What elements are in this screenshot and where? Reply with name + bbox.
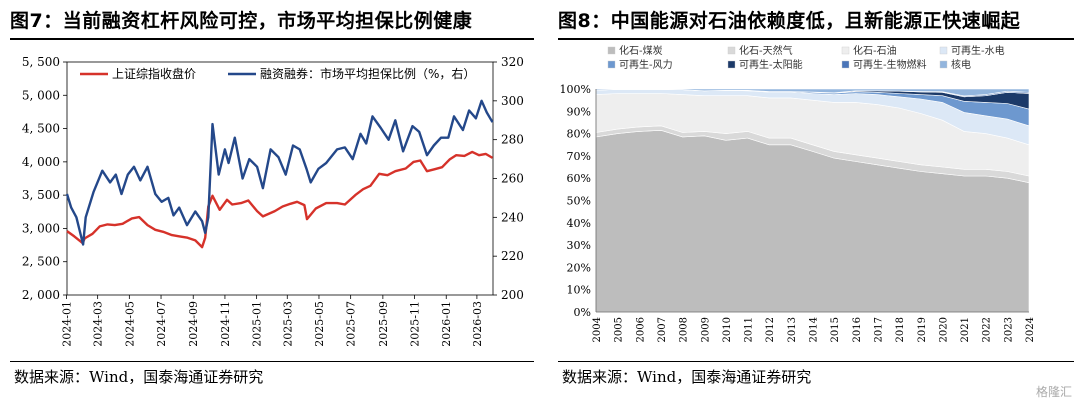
- x-axis-tick-label: 2005: [614, 317, 625, 342]
- left-axis-tick-label: 5, 000: [22, 88, 60, 102]
- right-axis-tick-label: 260: [501, 172, 524, 186]
- y-axis-tick-label: 30%: [567, 239, 591, 252]
- legend-swatch: [939, 46, 948, 55]
- legend-label: 化石-天然气: [739, 44, 793, 57]
- right-axis-tick-label: 200: [501, 288, 524, 302]
- legend-label: 可再生-太阳能: [739, 58, 803, 71]
- right-axis-tick-label: 240: [501, 210, 524, 224]
- legend-swatch: [939, 60, 948, 69]
- legend-swatch: [727, 46, 736, 55]
- left-axis-tick-label: 3, 500: [22, 188, 60, 202]
- left-axis-tick-label: 2, 000: [22, 288, 60, 302]
- x-axis-tick-label: 2008: [679, 317, 690, 342]
- legend-swatch: [607, 60, 616, 69]
- right-axis-tick-label: 220: [501, 249, 524, 263]
- legend-swatch: [727, 60, 736, 69]
- right-area-chart: 0% 10% 20% 30% 40% 50% 60% 70% 80% 90% 100% 2004 200…: [560, 44, 1036, 342]
- legend-label: 可再生-水电: [951, 44, 1005, 57]
- x-axis-tick-label: 2024-11: [219, 301, 232, 347]
- left-axis-tick-label: 5, 500: [22, 55, 60, 69]
- legend-label: 可再生-生物燃料: [853, 58, 927, 71]
- left-panel: 图7：当前融资杠杆风险可控，市场平均担保比例健康 2, 000 2, 500 3, …: [10, 10, 534, 386]
- left-source-note: 数据来源：Wind，国泰海通证券研究: [14, 368, 264, 386]
- x-axis-tick-label: 2025-05: [313, 301, 326, 347]
- x-axis-tick-label: 2004: [592, 317, 603, 342]
- left-axis-tick-label: 2, 500: [22, 255, 60, 269]
- right-source-rule: [558, 361, 1074, 362]
- y-axis-tick-label: 0%: [574, 306, 591, 319]
- x-axis-tick-label: 2011: [744, 317, 755, 342]
- x-axis-tick-label: 2026-03: [471, 301, 484, 347]
- left-line-chart: 2, 000 2, 500 3, 000 3, 500 4, 000 4, 500 5, 0…: [22, 55, 524, 347]
- left-axis-tick-label: 4, 000: [22, 155, 60, 169]
- x-axis-tick-label: 2026-01: [440, 301, 453, 347]
- x-axis-tick-label: 2022: [982, 317, 993, 342]
- right-axis-tick-label: 280: [501, 133, 524, 147]
- right-title-rule: [558, 38, 1074, 40]
- y-axis-tick-label: 90%: [567, 105, 591, 118]
- x-axis-tick-label: 2025-07: [345, 301, 358, 347]
- left-axis-tick-label: 4, 500: [22, 122, 60, 136]
- x-axis-tick-label: 2015: [830, 317, 841, 342]
- x-axis-tick-label: 2024-07: [155, 301, 168, 347]
- right-axis-tick-label: 300: [501, 94, 524, 108]
- margin-ratio-line: [65, 99, 494, 246]
- legend-label: 化石-石油: [853, 44, 897, 57]
- x-axis-tick-label: 2010: [722, 317, 733, 342]
- right-chart-title: 图8：中国能源对石油依赖度低，且新能源正快速崛起: [558, 10, 1021, 32]
- left-chart-title: 图7：当前融资杠杆风险可控，市场平均担保比例健康: [10, 10, 473, 32]
- x-axis-tick-label: 2021: [960, 317, 971, 342]
- x-axis-tick-label: 2024-03: [92, 301, 105, 347]
- x-axis-tick-label: 2012: [765, 317, 776, 342]
- x-axis-tick-label: 2025-09: [377, 301, 390, 347]
- y-axis-tick-label: 20%: [567, 261, 591, 274]
- y-axis-tick-label: 10%: [567, 284, 591, 297]
- sse-close-line: [66, 150, 494, 249]
- legend-swatch: [841, 46, 850, 55]
- x-axis-tick-label: 2023: [1003, 317, 1014, 342]
- x-axis-tick-label: 2014: [809, 317, 820, 342]
- x-axis-tick-label: 2016: [852, 317, 863, 342]
- area-band-核电: [595, 88, 1030, 97]
- x-axis-tick-label: 2025-03: [281, 301, 294, 347]
- y-axis-tick-label: 100%: [560, 83, 591, 96]
- x-axis-tick-label: 2024: [1025, 317, 1036, 342]
- y-axis-tick-label: 50%: [567, 195, 591, 208]
- x-axis-tick-label: 2020: [938, 317, 949, 342]
- x-axis-tick-label: 2018: [895, 317, 906, 342]
- x-axis-tick-label: 2024-09: [187, 301, 200, 347]
- left-source-rule: [10, 361, 534, 362]
- x-axis-tick-label: 2009: [700, 317, 711, 342]
- watermark-logo: 格隆汇: [1035, 385, 1072, 399]
- left-plot-frame: [66, 61, 494, 296]
- y-axis-tick-label: 40%: [567, 217, 591, 230]
- x-axis-tick-label: 2024-01: [60, 301, 73, 347]
- right-source-note: 数据来源：Wind，国泰海通证券研究: [562, 368, 812, 386]
- legend-label: 核电: [951, 58, 971, 71]
- legend-swatch: [607, 46, 616, 55]
- x-axis-tick-label: 2024-05: [123, 301, 136, 347]
- x-axis-tick-label: 2025-01: [251, 301, 264, 347]
- legend-swatch: [841, 60, 850, 69]
- left-axis-tick-label: 3, 000: [22, 221, 60, 235]
- right-panel: 图8：中国能源对石油依赖度低，且新能源正快速崛起 0% 10% 20% 30% 40% 5…: [548, 0, 1080, 406]
- legend-label: 上证综指收盘价: [112, 66, 196, 81]
- y-axis-tick-label: 60%: [567, 172, 591, 185]
- right-axis-tick-label: 320: [501, 55, 524, 69]
- x-axis-tick-label: 2006: [635, 317, 646, 342]
- y-axis-tick-label: 80%: [567, 128, 591, 141]
- legend-label: 化石-煤炭: [619, 44, 663, 57]
- legend-label: 可再生-风力: [619, 58, 673, 71]
- x-axis-tick-label: 2025-11: [409, 301, 422, 347]
- x-axis-tick-label: 2019: [917, 317, 928, 342]
- legend-label: 融资融券：市场平均担保比例（%，右）: [260, 66, 475, 81]
- x-axis-tick-label: 2007: [657, 317, 668, 342]
- x-axis-tick-label: 2013: [787, 317, 798, 342]
- y-axis-tick-label: 70%: [567, 150, 591, 163]
- x-axis-tick-label: 2017: [873, 317, 884, 342]
- left-title-rule: [10, 38, 534, 40]
